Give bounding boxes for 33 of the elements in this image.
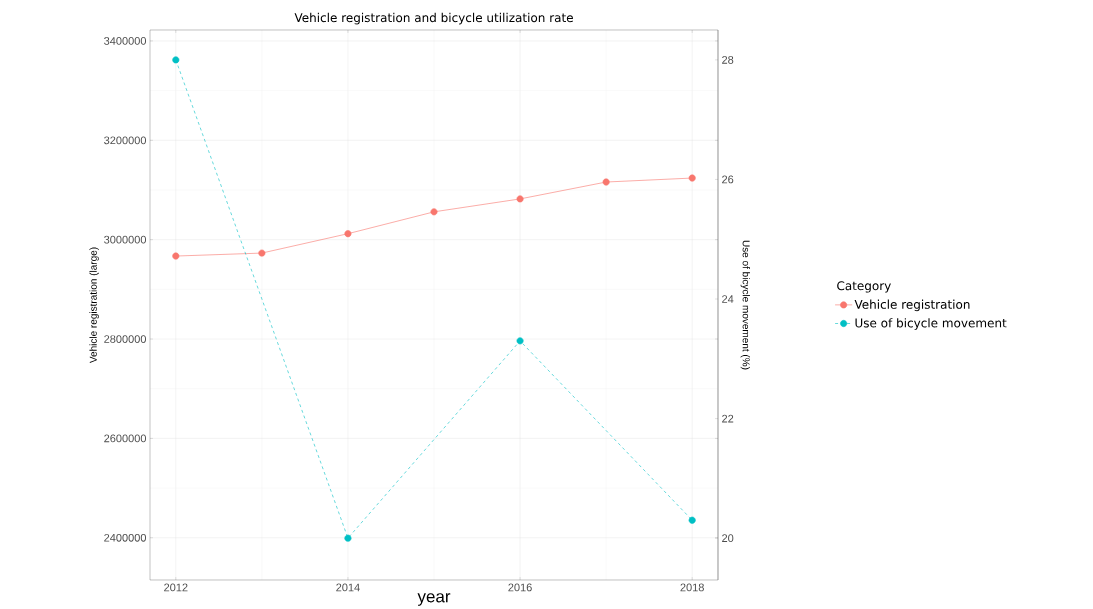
y-tick-label: 2400000: [104, 533, 147, 542]
x-tick-label: 2012: [164, 583, 188, 592]
y-tick-label: 3000000: [104, 235, 147, 244]
y-tick-label: 3400000: [104, 36, 147, 45]
y2-axis-title: Use of bicycle movement (%): [740, 240, 750, 370]
point: [172, 56, 180, 64]
point: [172, 252, 180, 260]
y2-tick-label: 20: [722, 534, 734, 542]
point: [516, 195, 524, 203]
y2-tick-label: 28: [722, 55, 734, 64]
y2-tick-label: 22: [722, 414, 734, 423]
point: [344, 534, 352, 542]
point: [602, 178, 610, 186]
point: [516, 337, 524, 345]
x-tick-label: 2016: [508, 583, 532, 592]
legend-label: Vehicle registration: [854, 299, 970, 312]
y-axis-title: Vehicle registration (large): [89, 247, 99, 363]
point: [430, 208, 438, 216]
point: [258, 249, 266, 257]
legend-label: Use of bicycle movement: [855, 318, 1007, 330]
y-tick-label: 3200000: [104, 136, 147, 145]
y-tick-label: 2600000: [104, 434, 147, 443]
x-axis-title: year: [417, 593, 451, 606]
y2-tick-label: 24: [722, 295, 734, 303]
point: [688, 174, 696, 182]
legend-title: Category: [837, 281, 891, 293]
x-tick-label: 2014: [336, 583, 360, 592]
y-tick-label: 2800000: [104, 335, 147, 343]
x-tick-label: 2018: [680, 583, 704, 592]
chart-title: Vehicle registration and bicycle utilization rate: [294, 12, 573, 25]
y2-tick-label: 26: [722, 175, 734, 184]
point: [344, 230, 352, 238]
point: [688, 516, 696, 524]
